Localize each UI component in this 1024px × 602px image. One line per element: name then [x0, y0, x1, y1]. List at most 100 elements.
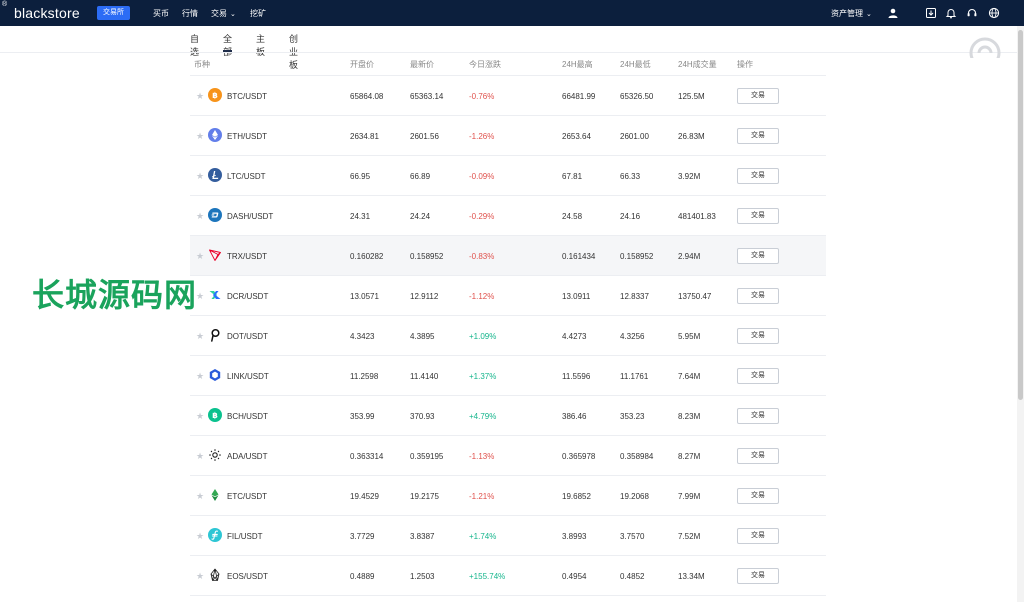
table-row[interactable]: ★ ฿ BCH/USDT 353.99 370.93 +4.79% 386.46… [190, 396, 826, 436]
open-price: 3.7729 [350, 532, 375, 541]
open-price: 24.31 [350, 212, 371, 221]
nav-mining[interactable]: 挖矿 [250, 9, 266, 18]
tab-favorites[interactable]: 自选 [190, 34, 200, 57]
favorite-star-icon[interactable]: ★ [196, 531, 205, 541]
pair-name[interactable]: DOT/USDT [227, 332, 268, 341]
favorite-star-icon[interactable]: ★ [196, 131, 205, 141]
header-high: 24H最高 [562, 60, 593, 69]
high-24h: 19.6852 [562, 492, 591, 501]
pair-name[interactable]: FIL/USDT [227, 532, 263, 541]
favorite-star-icon[interactable]: ★ [196, 291, 205, 301]
pair-name[interactable]: ADA/USDT [227, 452, 268, 461]
favorite-star-icon[interactable]: ★ [196, 571, 205, 581]
table-row[interactable]: ★ FIL/USDT 3.7729 3.8387 +1.74% 3.8993 3… [190, 516, 826, 556]
chevron-down-icon: ⌄ [230, 11, 236, 18]
pair-name[interactable]: DASH/USDT [227, 212, 274, 221]
favorite-star-icon[interactable]: ★ [196, 171, 205, 181]
volume-24h: 481401.83 [678, 212, 716, 221]
last-price: 24.24 [410, 212, 431, 221]
trade-button[interactable]: 交易 [737, 408, 779, 424]
headset-icon[interactable] [966, 7, 978, 19]
table-row[interactable]: ★ LTC/USDT 66.95 66.89 -0.09% 67.81 66.3… [190, 156, 826, 196]
pair-name[interactable]: LINK/USDT [227, 372, 269, 381]
change-percent: +155.74% [469, 572, 506, 581]
favorite-star-icon[interactable]: ★ [196, 451, 205, 461]
table-row[interactable]: ★ ETC/USDT 19.4529 19.2175 -1.21% 19.685… [190, 476, 826, 516]
trade-button[interactable]: 交易 [737, 368, 779, 384]
link-icon [208, 368, 222, 382]
tab-main-board[interactable]: 主板 [256, 34, 266, 57]
scrollbar-thumb[interactable] [1018, 30, 1023, 400]
trade-button[interactable]: 交易 [737, 528, 779, 544]
pair-name[interactable]: TRX/USDT [227, 252, 267, 261]
pair-name[interactable]: DCR/USDT [227, 292, 269, 301]
brand-logo[interactable]: blackstore [14, 5, 80, 21]
table-row[interactable]: ★ DOT/USDT 4.3423 4.3895 +1.09% 4.4273 4… [190, 316, 826, 356]
asset-management-menu[interactable]: 资产管理 ⌄ [831, 8, 872, 19]
favorite-star-icon[interactable]: ★ [196, 251, 205, 261]
table-row[interactable]: ★ DASH/USDT 24.31 24.24 -0.29% 24.58 24.… [190, 196, 826, 236]
pair-name[interactable]: EOS/USDT [227, 572, 268, 581]
table-row[interactable]: ★ DCR/USDT 13.0571 12.9112 -1.12% 13.091… [190, 276, 826, 316]
ltc-icon [208, 168, 222, 182]
trade-button[interactable]: 交易 [737, 328, 779, 344]
table-row[interactable]: ★ LINK/USDT 11.2598 11.4140 +1.37% 11.55… [190, 356, 826, 396]
pair-name[interactable]: BTC/USDT [227, 92, 267, 101]
volume-24h: 5.95M [678, 332, 701, 341]
download-icon[interactable] [925, 7, 937, 19]
table-row[interactable]: ★ ETH/USDT 2634.81 2601.56 -1.26% 2653.6… [190, 116, 826, 156]
open-price: 66.95 [350, 172, 371, 181]
high-24h: 3.8993 [562, 532, 587, 541]
last-price: 370.93 [410, 412, 435, 421]
last-price: 19.2175 [410, 492, 439, 501]
pair-name[interactable]: LTC/USDT [227, 172, 266, 181]
table-row[interactable]: ★ ฿ BTC/USDT 65864.08 65363.14 -0.76% 66… [190, 76, 826, 116]
last-price: 66.89 [410, 172, 431, 181]
table-row[interactable]: ★ TRX/USDT 0.160282 0.158952 -0.83% 0.16… [190, 236, 826, 276]
low-24h: 3.7570 [620, 532, 645, 541]
favorite-star-icon[interactable]: ★ [196, 211, 205, 221]
low-24h: 4.3256 [620, 332, 645, 341]
favorite-star-icon[interactable]: ★ [196, 91, 205, 101]
trade-button[interactable]: 交易 [737, 448, 779, 464]
favorite-star-icon[interactable]: ★ [196, 331, 205, 341]
change-percent: +1.74% [469, 532, 497, 541]
open-price: 19.4529 [350, 492, 379, 501]
trade-button[interactable]: 交易 [737, 248, 779, 264]
nav-trade[interactable]: 交易 ⌄ [211, 8, 236, 19]
change-percent: +1.09% [469, 332, 497, 341]
eth-icon [208, 128, 222, 142]
table-header: 币种 开盘价 最新价 今日涨跌 24H最高 24H最低 24H成交量 操作 [190, 56, 826, 76]
trade-button[interactable]: 交易 [737, 128, 779, 144]
pair-name[interactable]: BCH/USDT [227, 412, 268, 421]
trade-button[interactable]: 交易 [737, 88, 779, 104]
favorite-star-icon[interactable]: ★ [196, 491, 205, 501]
pair-name[interactable]: ETC/USDT [227, 492, 267, 501]
tab-growth-board[interactable]: 创业板 [289, 34, 299, 70]
fil-icon [208, 528, 222, 542]
high-24h: 24.58 [562, 212, 583, 221]
trade-button[interactable]: 交易 [737, 488, 779, 504]
trade-button[interactable]: 交易 [737, 288, 779, 304]
trade-button[interactable]: 交易 [737, 168, 779, 184]
volume-24h: 3.92M [678, 172, 701, 181]
page-scrollbar[interactable] [1017, 26, 1024, 602]
favorite-star-icon[interactable]: ★ [196, 411, 205, 421]
header-pair: 币种 [194, 60, 210, 69]
nav-buy-coin[interactable]: 买币 [153, 9, 169, 18]
volume-24h: 13750.47 [678, 292, 712, 301]
last-price: 0.359195 [410, 452, 444, 461]
pair-name[interactable]: ETH/USDT [227, 132, 267, 141]
trade-button[interactable]: 交易 [737, 568, 779, 584]
trade-button[interactable]: 交易 [737, 208, 779, 224]
table-row[interactable]: ★ ADA/USDT 0.363314 0.359195 -1.13% 0.36… [190, 436, 826, 476]
globe-icon[interactable] [988, 7, 1000, 19]
tab-all[interactable]: 全部 [223, 34, 233, 57]
exchange-badge[interactable]: 交易所 [97, 6, 130, 20]
bell-icon[interactable] [945, 7, 957, 19]
user-icon[interactable] [887, 7, 899, 19]
favorite-star-icon[interactable]: ★ [196, 371, 205, 381]
table-row[interactable]: ★ EOS/USDT 0.4889 1.2503 +155.74% 0.4954… [190, 556, 826, 596]
nav-market[interactable]: 行情 [182, 9, 198, 18]
open-price: 13.0571 [350, 292, 379, 301]
